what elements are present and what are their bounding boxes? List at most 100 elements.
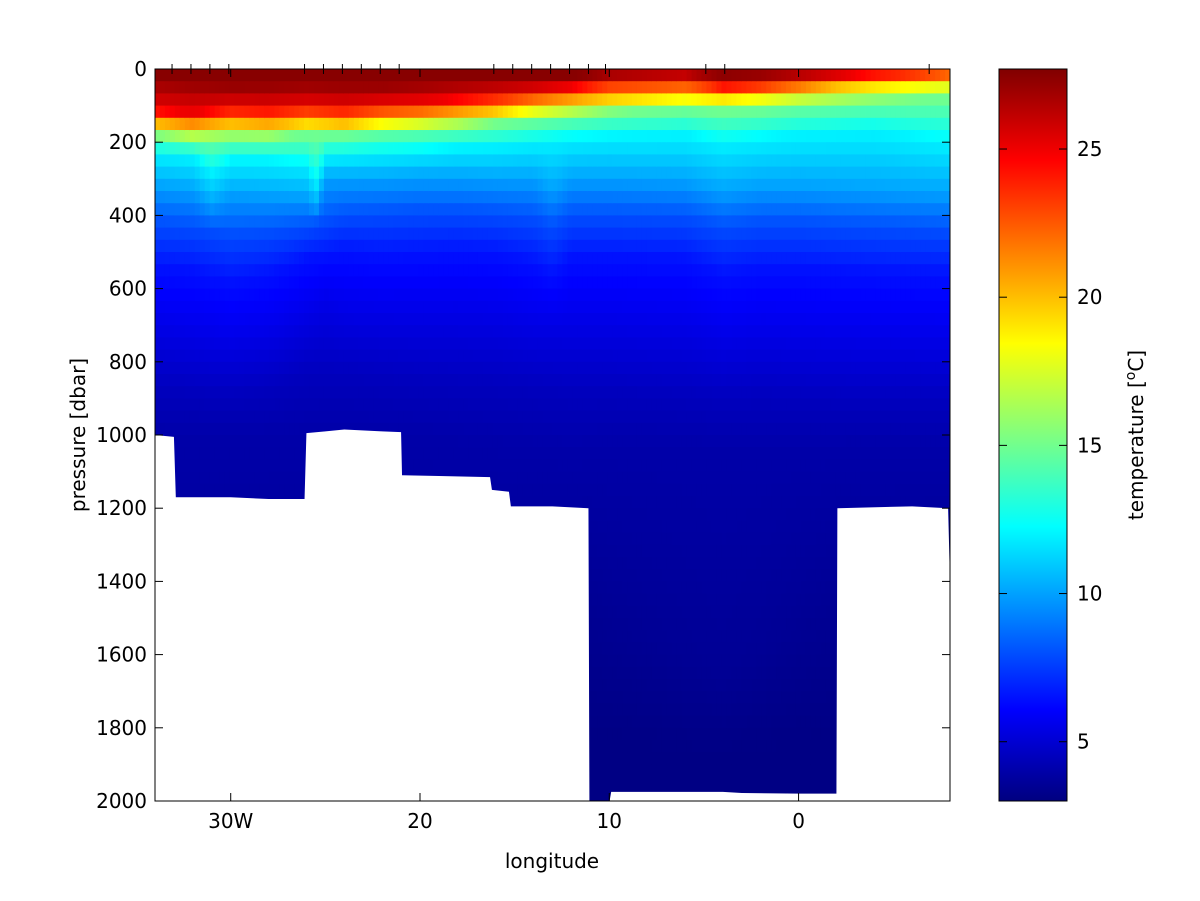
field-cell <box>552 459 559 473</box>
field-cell <box>279 459 285 473</box>
field-cell <box>473 252 479 265</box>
field-cell <box>343 81 350 94</box>
field-cell <box>239 459 246 473</box>
field-cell <box>229 374 236 387</box>
field-cell <box>413 459 419 473</box>
field-cell <box>492 93 499 107</box>
field-cell <box>249 422 255 436</box>
field-cell <box>557 313 564 326</box>
field-cell <box>239 166 246 180</box>
field-cell <box>527 374 534 387</box>
field-cell <box>408 459 414 473</box>
field-cell <box>373 178 380 192</box>
field-cell <box>343 154 350 168</box>
field-cell <box>219 203 226 216</box>
field-cell <box>502 93 509 107</box>
field-cell <box>453 361 459 375</box>
field-cell <box>259 81 265 94</box>
field-cell <box>388 337 395 351</box>
field-cell <box>279 386 285 399</box>
field-cell <box>378 288 385 302</box>
field-cell <box>383 130 390 143</box>
field-cell <box>458 178 464 192</box>
field-cell <box>567 252 573 265</box>
field-cell <box>373 337 380 351</box>
field-cell <box>164 239 171 253</box>
field-cell <box>562 410 569 424</box>
field-cell <box>184 276 191 290</box>
field-cell <box>229 154 236 168</box>
field-cell <box>408 349 414 363</box>
field-cell <box>264 374 270 387</box>
field-cell <box>264 227 270 241</box>
field-cell <box>309 300 315 314</box>
field-cell <box>219 471 226 485</box>
field-cell <box>393 374 400 387</box>
field-cell <box>552 288 559 302</box>
field-cell <box>373 227 380 241</box>
field-cell <box>299 386 305 399</box>
field-cell <box>219 239 226 253</box>
field-cell <box>244 313 251 326</box>
field-cell <box>398 349 405 363</box>
field-cell <box>393 191 400 204</box>
field-cell <box>209 252 216 265</box>
field-cell <box>353 81 360 94</box>
field-cell <box>189 361 196 375</box>
field-cell <box>294 69 300 82</box>
field-cell <box>229 483 236 497</box>
field-cell <box>373 166 380 180</box>
field-cell <box>219 142 226 155</box>
field-cell <box>279 239 285 253</box>
field-cell <box>259 386 265 399</box>
field-cell <box>249 374 255 387</box>
field-cell <box>378 276 385 290</box>
field-cell <box>487 325 494 338</box>
field-cell <box>363 337 370 351</box>
field-cell <box>159 130 166 143</box>
field-cell <box>164 203 171 216</box>
field-cell <box>368 288 375 302</box>
field-cell <box>438 325 444 338</box>
field-cell <box>393 178 400 192</box>
field-cell <box>388 288 395 302</box>
field-cell <box>552 496 559 509</box>
field-cell <box>557 105 564 119</box>
field-cell <box>448 69 454 82</box>
field-cell <box>179 398 186 412</box>
field-cell <box>383 288 390 302</box>
field-cell <box>294 361 300 375</box>
field-cell <box>507 459 514 473</box>
field-cell <box>482 239 489 253</box>
field-cell <box>487 300 494 314</box>
field-cell <box>289 422 295 436</box>
field-cell <box>473 93 479 107</box>
field-cell <box>204 386 211 399</box>
field-cell <box>433 142 439 155</box>
field-cell <box>294 191 300 204</box>
field-cell <box>393 422 400 436</box>
field-cell <box>383 422 390 436</box>
field-cell <box>393 166 400 180</box>
field-cell <box>453 422 459 436</box>
field-cell <box>199 178 206 192</box>
field-cell <box>552 227 559 241</box>
field-cell <box>289 142 295 155</box>
field-cell <box>418 276 424 290</box>
field-cell <box>194 325 201 338</box>
field-cell <box>239 288 246 302</box>
field-cell <box>552 117 559 131</box>
field-cell <box>234 166 241 180</box>
field-cell <box>199 325 206 338</box>
field-cell <box>269 252 275 265</box>
field-cell <box>214 154 221 168</box>
field-cell <box>209 422 216 436</box>
field-cell <box>184 349 191 363</box>
field-cell <box>194 142 201 155</box>
field-cell <box>239 276 246 290</box>
field-cell <box>517 154 524 168</box>
field-cell <box>234 325 241 338</box>
field-cell <box>194 215 201 229</box>
field-cell <box>388 69 395 82</box>
field-cell <box>194 410 201 424</box>
